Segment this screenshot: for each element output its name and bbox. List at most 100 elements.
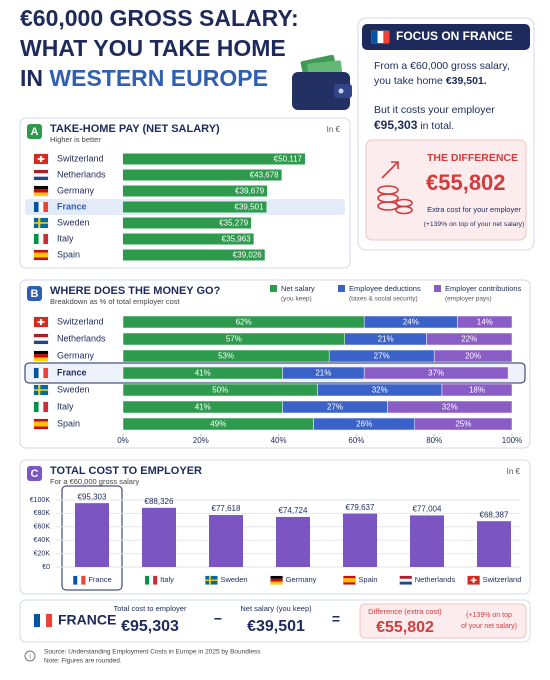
flag-part: [34, 186, 48, 190]
flag-part: [34, 173, 48, 177]
flag-part: [34, 614, 40, 627]
flag-part: [34, 170, 48, 174]
value-label: 22%: [461, 335, 477, 344]
bar-segment: [414, 417, 513, 431]
flag-part: [149, 576, 154, 585]
value-label: 32%: [372, 386, 388, 395]
info-icon: i: [29, 653, 31, 660]
flag-part: [383, 31, 389, 43]
category-label: Switzerland: [57, 316, 104, 326]
title-line: IN WESTERN EUROPE: [20, 65, 268, 91]
flag-part: [34, 351, 48, 355]
badge: [27, 286, 42, 301]
flag: [33, 249, 49, 261]
comparison-label: Net salary (you keep): [240, 604, 312, 613]
flag: [343, 575, 356, 585]
flag-part: [34, 421, 48, 427]
focus-text: you take home: [374, 75, 443, 87]
flag: [371, 30, 390, 44]
difference-note: (+139% on top of your net salary): [424, 221, 525, 228]
category-label: Italy: [160, 575, 174, 584]
title-prefix: IN: [20, 65, 43, 91]
flag: [270, 575, 283, 585]
legend-swatch: [270, 285, 277, 292]
value-label: €95,303: [78, 492, 107, 501]
flag-part: [145, 576, 150, 585]
value-label: 21%: [378, 335, 394, 344]
comparison-amount: €39,501: [247, 618, 305, 635]
title-highlight: WESTERN EUROPE: [49, 65, 268, 91]
category-label: Switzerland: [483, 575, 522, 584]
comparison-note: (+139% on top: [466, 612, 512, 619]
flag: [33, 401, 49, 413]
flag: [33, 153, 49, 165]
category-label: Germany: [286, 575, 317, 584]
bar: [343, 513, 377, 567]
focus-text: From a €60,000 gross salary,: [374, 60, 510, 72]
flag: [33, 201, 49, 213]
flag-part: [46, 614, 52, 627]
badge: [27, 466, 42, 481]
value-label: 41%: [195, 403, 211, 412]
legend-note: (taxes & social security): [349, 296, 418, 303]
section-title: TAKE-HOME PAY (NET SALARY): [50, 123, 220, 135]
difference-panel: [365, 139, 527, 241]
category-label: Italy: [57, 233, 74, 243]
flag: [33, 384, 49, 396]
title-line: WHAT YOU TAKE HOME: [20, 35, 286, 61]
legend-label: Net salary: [281, 284, 315, 293]
flag-part: [34, 354, 48, 358]
flag-part: [372, 31, 378, 43]
value-label: 50%: [212, 386, 228, 395]
flag-part: [399, 581, 412, 585]
flag-part: [34, 176, 48, 180]
bar: [123, 249, 265, 261]
bar-segment: [387, 400, 513, 414]
value-label: 53%: [218, 352, 234, 361]
bar: [123, 217, 252, 229]
focus-text: €95,303 in total.: [374, 118, 454, 132]
flag-part: [38, 234, 44, 244]
bar: [123, 233, 254, 245]
legend-label: Employer contributions: [445, 284, 522, 293]
bar-segment: [457, 315, 513, 329]
flag-part: [34, 389, 48, 391]
category-label: Sweden: [57, 217, 90, 227]
category-label: Germany: [57, 185, 95, 195]
bar-segment: [441, 383, 513, 397]
flag-part: [37, 158, 45, 160]
flag: [33, 217, 49, 229]
value-label: 27%: [327, 403, 343, 412]
operator: =: [332, 611, 340, 627]
flag-part: [399, 576, 412, 579]
value-label: 27%: [374, 352, 390, 361]
value-label: €50,117: [274, 155, 303, 164]
legend-note: (you keep): [281, 296, 312, 303]
flag-part: [43, 202, 48, 212]
bar: [123, 201, 267, 213]
value-label: €68,387: [480, 510, 509, 519]
flag-part: [470, 579, 477, 581]
flag: [33, 185, 49, 197]
y-tick-label: €40K: [34, 537, 51, 544]
flag: [33, 333, 49, 345]
comparison-amount: €55,802: [376, 619, 434, 636]
flag: [33, 233, 49, 245]
bar-segment: [363, 366, 509, 380]
category-label: Netherlands: [57, 333, 106, 343]
legend-label: Employee deductions: [349, 284, 421, 293]
bar: [123, 153, 305, 165]
category-label: Netherlands: [57, 169, 106, 179]
flag-part: [399, 578, 412, 582]
legend-swatch: [434, 285, 441, 292]
category-label: Sweden: [220, 575, 247, 584]
flag-part: [377, 31, 384, 43]
bar-segment: [433, 349, 513, 363]
focus-amount: €95,303: [374, 118, 418, 132]
category-label: Germany: [57, 350, 95, 360]
flag: [467, 575, 480, 585]
y-tick-label: €60K: [34, 524, 51, 531]
focus-text: in total.: [420, 120, 454, 132]
flag-part: [43, 402, 48, 412]
comparison-amount: €95,303: [121, 618, 179, 635]
